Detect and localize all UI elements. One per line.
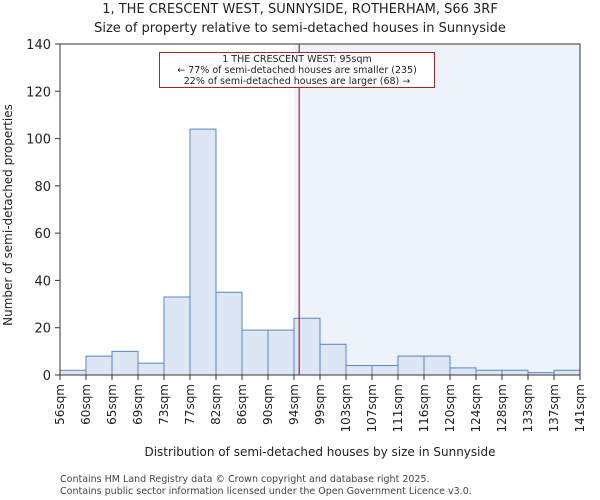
histogram-bar [189,128,217,376]
footer-copyright: Contains HM Land Registry data © Crown c… [60,474,430,485]
x-tick-label: 116sqm [417,384,431,432]
histogram-bar [423,355,451,376]
larger-region-shading [294,44,580,375]
chart-title: 1, THE CRESCENT WEST, SUNNYSIDE, ROTHERH… [102,2,498,17]
x-tick-label: 124sqm [469,384,483,432]
y-tick-label: 80 [34,180,51,195]
x-tick-label: 103sqm [339,384,353,432]
y-tick-label: 40 [34,274,51,289]
y-tick-label: 140 [26,38,51,53]
histogram-bar [449,367,477,376]
y-tick-label: 20 [34,322,51,337]
histogram-bar [137,362,165,376]
y-axis-label: Number of semi-detached properties [1,104,15,326]
footer-licence: Contains public sector information licen… [60,486,472,497]
x-tick-label: 90sqm [261,384,275,425]
annotation-property-size: 1 THE CRESCENT WEST: 95sqm [222,54,372,65]
x-tick-label: 111sqm [391,384,405,432]
histogram-bar [163,296,191,376]
histogram-bar [345,365,373,376]
histogram-bar [241,329,269,376]
x-tick-label: 120sqm [443,384,457,432]
x-tick-label: 82sqm [209,384,223,425]
x-axis-label: Distribution of semi-detached houses by … [144,445,496,459]
x-tick-label: 60sqm [79,384,93,425]
x-tick-label: 69sqm [131,384,145,425]
y-tick-label: 0 [43,369,51,384]
y-tick-label: 60 [34,227,51,242]
x-tick-label: 137sqm [547,384,561,432]
x-tick-label: 86sqm [235,384,249,425]
histogram-bar [553,369,581,376]
x-tick-label: 128sqm [495,384,509,432]
histogram-bar [501,369,529,376]
histogram-bar [215,291,243,376]
property-annotation-box: 1 THE CRESCENT WEST: 95sqm ← 77% of semi… [159,52,435,88]
annotation-larger-share: 22% of semi-detached houses are larger (… [183,76,411,87]
x-tick-label: 94sqm [287,384,301,425]
histogram-bar [397,355,425,376]
histogram-bar [85,355,113,376]
x-tick-label: 56sqm [53,384,67,425]
histogram-bar [475,369,503,376]
x-tick-label: 77sqm [183,384,197,425]
x-tick-label: 107sqm [365,384,379,432]
histogram-bar [319,343,347,376]
histogram-bar [59,369,87,376]
chart-subtitle: Size of property relative to semi-detach… [94,21,506,36]
histogram-bar [293,317,321,376]
annotation-smaller-share: ← 77% of semi-detached houses are smalle… [177,65,417,76]
x-tick-label: 141sqm [573,384,587,432]
x-tick-label: 99sqm [313,384,327,425]
histogram-bar [111,350,139,376]
histogram-bar [371,365,399,376]
histogram-bar [267,329,295,376]
x-tick-label: 73sqm [157,384,171,425]
x-tick-label: 65sqm [105,384,119,425]
x-tick-label: 133sqm [521,384,535,432]
y-tick-label: 120 [26,85,51,100]
y-tick-label: 100 [26,133,51,148]
